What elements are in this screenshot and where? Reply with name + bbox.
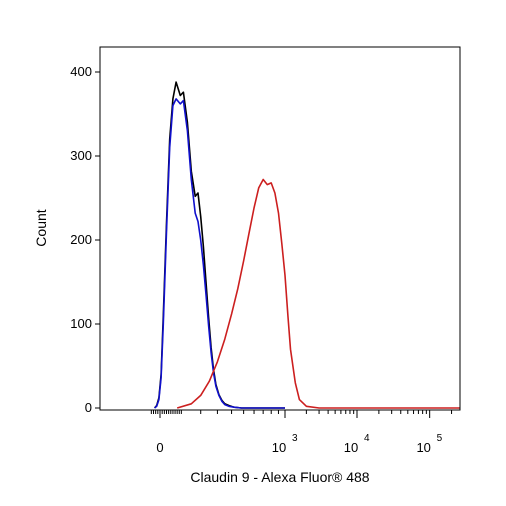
series-line-0 (153, 81, 285, 409)
x-axis-label: Claudin 9 - Alexa Fluor® 488 (190, 469, 369, 485)
x-axis: 0 10 3 10 4 10 5 (150, 410, 453, 455)
y-tick-label: 0 (85, 400, 92, 415)
x-tick-label: 10 (416, 440, 430, 455)
y-axis: 0 100 200 300 400 (70, 64, 100, 415)
x-tick-label: 0 (156, 440, 163, 455)
x-tick-exponent: 4 (364, 433, 370, 444)
series-line-1 (154, 98, 285, 409)
y-tick-label: 400 (70, 64, 92, 79)
plot-frame (99, 46, 461, 411)
x-tick-exponent: 5 (437, 433, 443, 444)
series-layer (153, 81, 460, 409)
y-tick-label: 100 (70, 316, 92, 331)
y-axis-label: Count (33, 209, 49, 246)
series-line-2 (176, 178, 460, 409)
x-tick-label: 10 (272, 440, 286, 455)
x-tick-exponent: 3 (292, 433, 298, 444)
y-tick-label: 300 (70, 148, 92, 163)
x-tick-label: 10 (344, 440, 358, 455)
y-tick-label: 200 (70, 232, 92, 247)
